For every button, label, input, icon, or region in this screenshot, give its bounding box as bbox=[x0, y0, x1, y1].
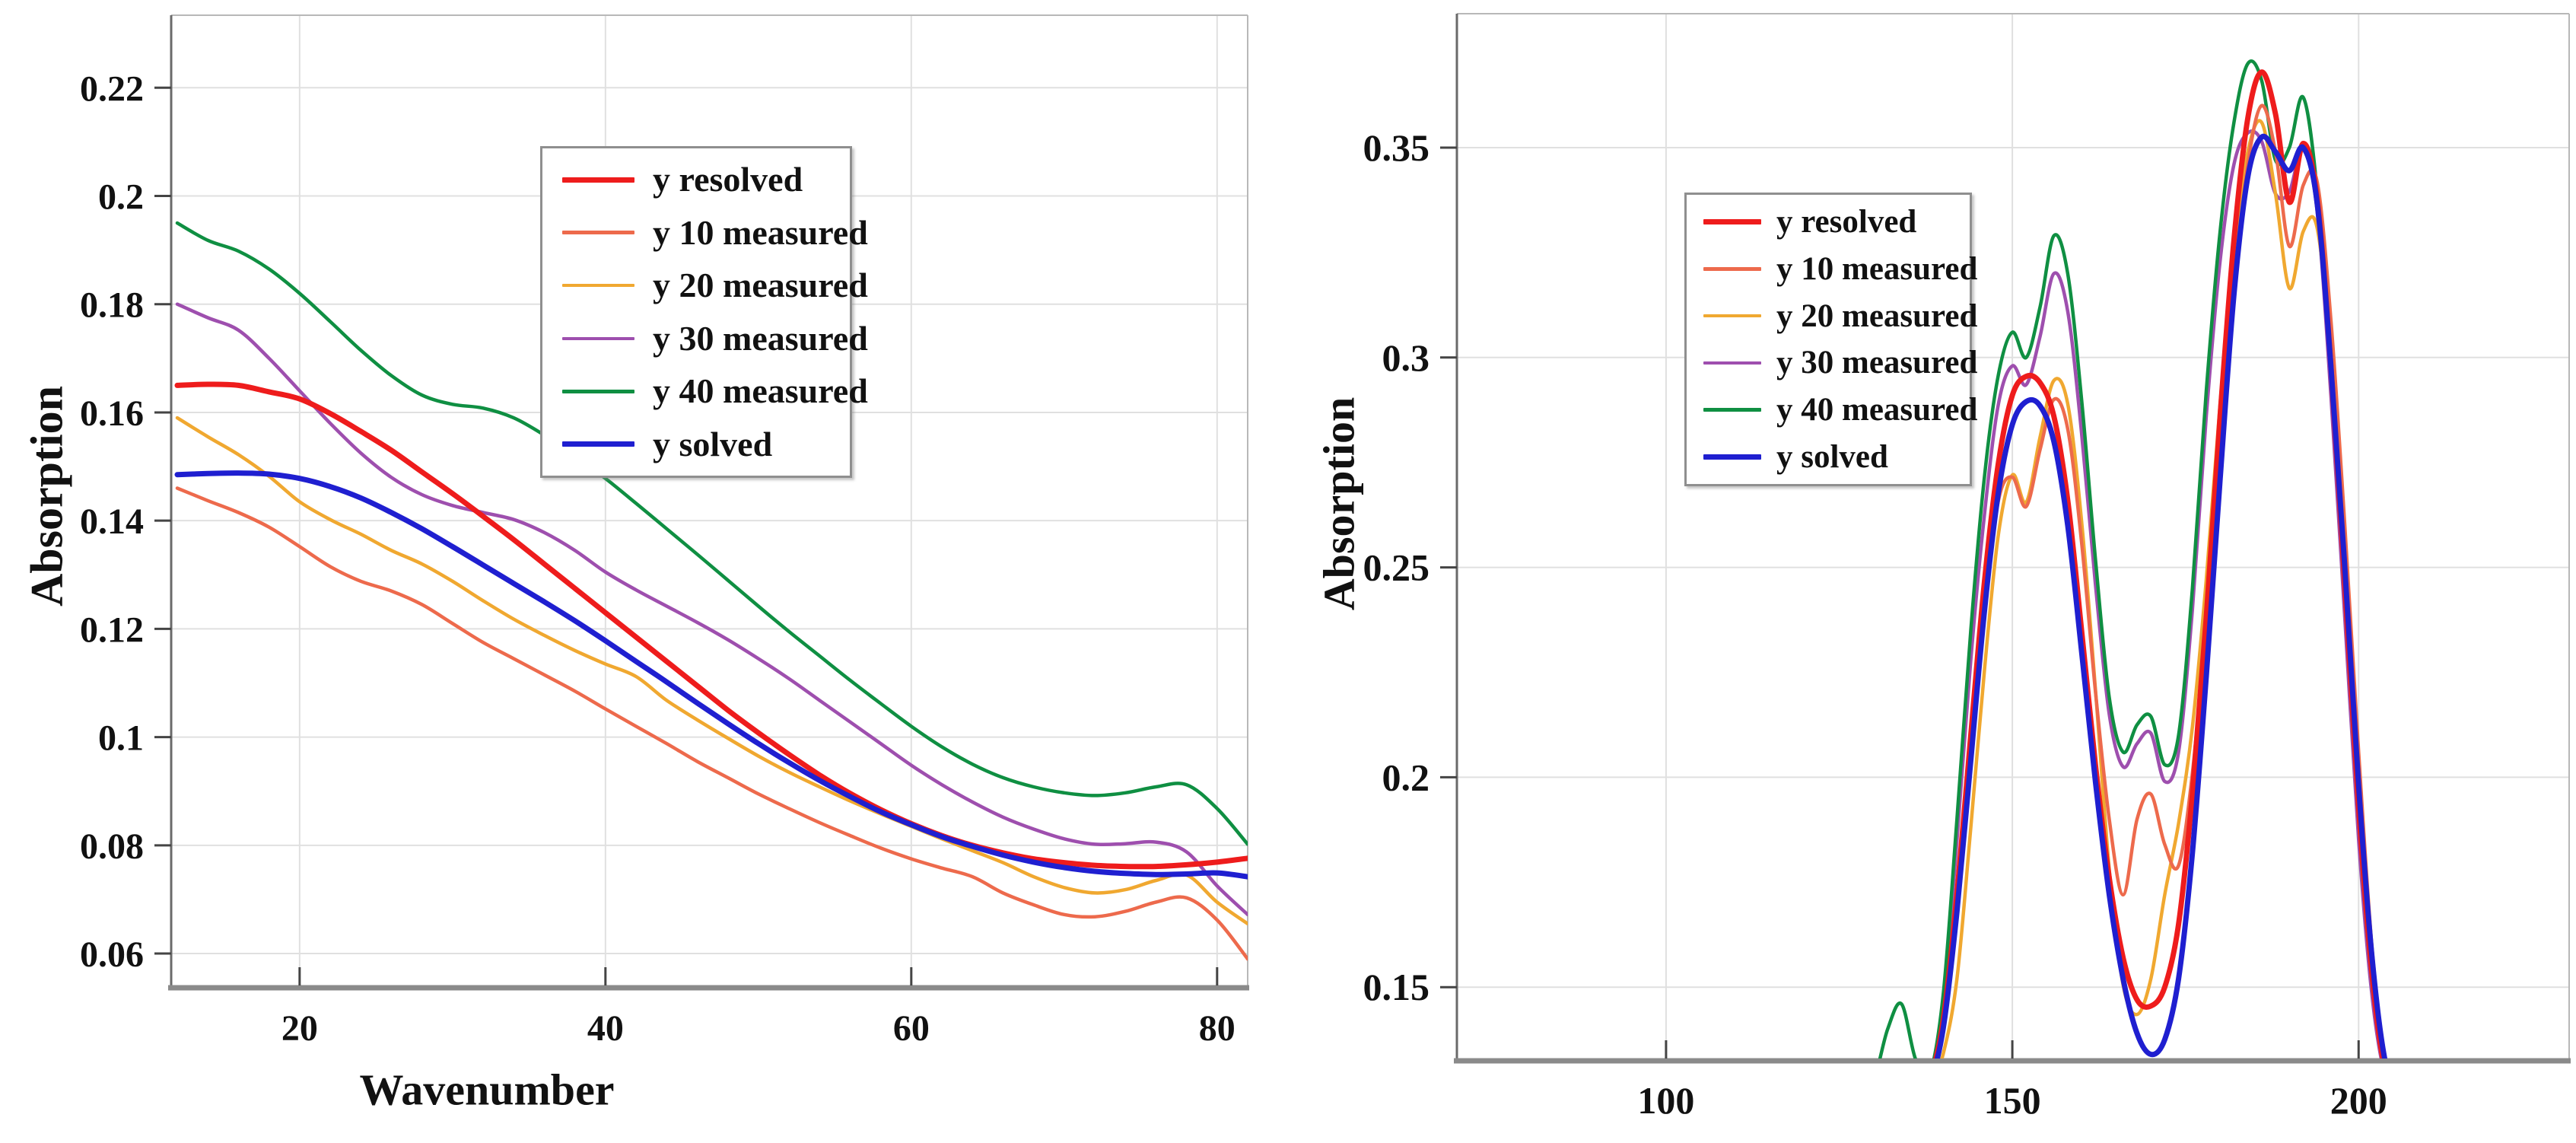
series-line-y-solved bbox=[174, 470, 1248, 880]
y-tick-label: 0.25 bbox=[1363, 546, 1430, 589]
legend-line-swatch bbox=[562, 283, 634, 288]
legend-line-swatch bbox=[1703, 314, 1761, 318]
y-tick-label: 0.2 bbox=[1382, 756, 1430, 798]
legend-line-swatch bbox=[1703, 408, 1761, 412]
y-tick-label: 0.3 bbox=[1382, 336, 1430, 379]
legend-label: y solved bbox=[653, 424, 773, 463]
left-plot-svg: 0.06 0.08 0.1 0.12 0.14 0.16 0.18 0.2 0.22 20 40 60… bbox=[80, 14, 1249, 1049]
series-line-y-resolved bbox=[174, 381, 1248, 870]
series-line-y-solved bbox=[1934, 133, 2388, 1059]
legend-label: y 40 measured bbox=[653, 371, 868, 411]
series-line-y-10-measured bbox=[175, 486, 1248, 961]
legend-label: y 30 measured bbox=[653, 318, 868, 358]
legend-line-swatch bbox=[1703, 267, 1761, 271]
right-chart: 0.15 0.2 0.25 0.3 0.35 100 150 200 Absorption y… bbox=[1293, 0, 2576, 1143]
y-tick-label: 0.14 bbox=[80, 501, 144, 542]
x-tick-label: 20 bbox=[281, 1008, 318, 1049]
y-tick-label: 0.2 bbox=[98, 177, 144, 218]
legend-label: y resolved bbox=[653, 160, 803, 199]
left-chart: 0.06 0.08 0.1 0.12 0.14 0.16 0.18 0.2 0.22 20 40 60… bbox=[21, 14, 1249, 1115]
right-y-axis-label: Absorption bbox=[1314, 396, 1364, 611]
left-x-axis-label: Wavenumber bbox=[359, 1065, 615, 1115]
left-legend: y resolved y 10 measured y 20 measured y 30… bbox=[540, 146, 868, 478]
x-tick-label: 200 bbox=[2330, 1079, 2387, 1122]
legend-item-y-20-measured: y 20 measured bbox=[562, 268, 868, 303]
x-tick-label: 100 bbox=[1637, 1079, 1694, 1122]
series-line-y-30-measured bbox=[175, 302, 1248, 917]
x-tick-label: 60 bbox=[893, 1008, 930, 1049]
left-y-axis-label: Absorption bbox=[21, 385, 72, 607]
legend-label: y 10 measured bbox=[1776, 250, 1978, 287]
series-line-y-40-measured bbox=[175, 221, 1248, 846]
y-tick-label: 0.22 bbox=[80, 68, 144, 109]
legend-item-y-resolved: y resolved bbox=[562, 162, 830, 197]
y-tick-label: 0.1 bbox=[98, 718, 144, 759]
legend-label: y resolved bbox=[1776, 204, 1917, 240]
legend-item-y-resolved: y resolved bbox=[1703, 205, 1953, 238]
legend-item-y-20-measured: y 20 measured bbox=[1703, 300, 1977, 333]
series-line-y-20-measured bbox=[175, 415, 1248, 926]
legend-label: y 40 measured bbox=[1776, 392, 1978, 428]
legend-item-y-30-measured: y 30 measured bbox=[562, 320, 868, 356]
x-tick-label: 150 bbox=[1984, 1079, 2041, 1122]
legend-line-swatch bbox=[562, 231, 634, 234]
legend-label: y 30 measured bbox=[1776, 345, 1978, 381]
y-tick-label: 0.06 bbox=[80, 934, 144, 975]
legend-item-y-30-measured: y 30 measured bbox=[1703, 346, 1977, 379]
legend-item-y-10-measured: y 10 measured bbox=[1703, 253, 1977, 285]
x-tick-label: 80 bbox=[1199, 1008, 1236, 1049]
legend-label: y 20 measured bbox=[653, 266, 868, 305]
legend-line-swatch bbox=[562, 177, 634, 183]
y-tick-label: 0.12 bbox=[80, 610, 144, 650]
right-plot-svg: 0.15 0.2 0.25 0.3 0.35 100 150 200 bbox=[1363, 13, 2571, 1122]
right-legend: y resolved y 10 measured y 20 measured y 30… bbox=[1684, 193, 1977, 486]
legend-item-y-solved: y solved bbox=[1703, 441, 1953, 473]
legend-item-y-40-measured: y 40 measured bbox=[562, 374, 868, 409]
legend-line-swatch bbox=[1703, 361, 1761, 365]
legend-item-y-solved: y solved bbox=[562, 424, 830, 463]
legend-line-swatch bbox=[562, 390, 634, 393]
legend-label: y 10 measured bbox=[653, 212, 868, 252]
legend-line-swatch bbox=[562, 441, 634, 447]
legend-line-swatch bbox=[1703, 454, 1761, 460]
x-tick-label: 40 bbox=[587, 1008, 624, 1049]
y-tick-label: 0.08 bbox=[80, 826, 144, 867]
legend-line-swatch bbox=[562, 336, 634, 341]
y-tick-label: 0.18 bbox=[80, 285, 144, 326]
legend-label: y solved bbox=[1776, 438, 1888, 475]
legend-line-swatch bbox=[1703, 219, 1761, 224]
y-tick-label: 0.16 bbox=[80, 393, 144, 434]
y-tick-label: 0.15 bbox=[1363, 966, 1430, 1008]
legend-label: y 20 measured bbox=[1776, 298, 1978, 334]
y-tick-label: 0.35 bbox=[1363, 126, 1430, 169]
legend-item-y-40-measured: y 40 measured bbox=[1703, 393, 1977, 426]
legend-item-y-10-measured: y 10 measured bbox=[562, 215, 868, 250]
